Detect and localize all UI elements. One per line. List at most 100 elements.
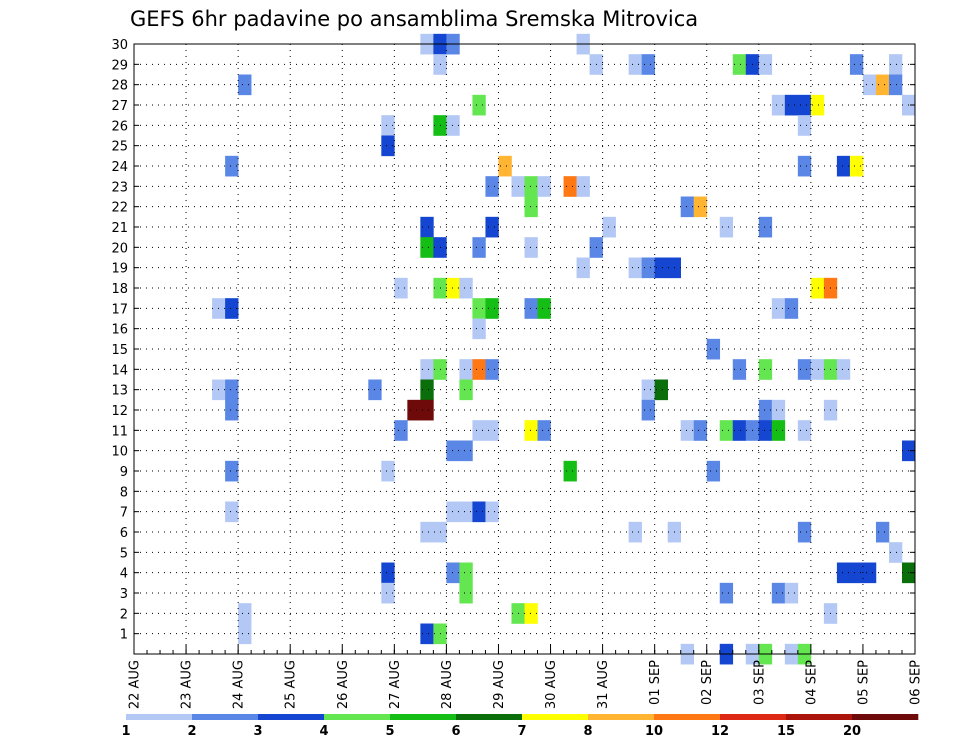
legend-swatch [258, 714, 325, 720]
heatmap-cell [524, 196, 538, 218]
heatmap-cell [485, 176, 499, 197]
heatmap-cell [758, 359, 773, 380]
heatmap-cell [420, 623, 434, 645]
y-tick-label: 13 [111, 384, 128, 399]
heatmap-cell [680, 420, 695, 441]
grid-layer [134, 43, 915, 654]
heatmap-cell [459, 359, 473, 380]
legend-label: 2 [187, 724, 196, 739]
legend-swatch [588, 714, 655, 720]
heatmap-cell [849, 54, 864, 75]
legend-swatch [720, 714, 787, 720]
y-axis: 1234567891011121314151617181920212223242… [111, 38, 915, 643]
y-tick-label: 20 [111, 241, 128, 256]
heatmap-cell [784, 298, 799, 319]
heatmap-cell [472, 501, 486, 523]
heatmap-cell [238, 603, 252, 624]
y-tick-label: 21 [111, 221, 128, 236]
heatmap-cell [446, 115, 460, 136]
heatmap-cell [771, 399, 786, 421]
y-tick-label: 30 [111, 38, 128, 53]
heatmap-cell [641, 379, 655, 401]
heatmap-cell [459, 582, 473, 604]
x-tick-label: 05 SEP [856, 660, 871, 705]
heatmap-cell [680, 196, 695, 218]
heatmap-cell [472, 359, 486, 380]
x-tick-label: 24 AUG [232, 660, 247, 709]
legend-label: 8 [583, 724, 592, 739]
heatmap-cell [225, 399, 239, 421]
y-tick-label: 25 [111, 140, 128, 155]
legend-label: 15 [777, 724, 795, 739]
y-tick-label: 19 [111, 262, 128, 277]
heatmap-cell [576, 176, 590, 197]
heatmap-cell [485, 298, 499, 319]
heatmap-cell [784, 94, 799, 116]
legend-swatch [390, 714, 457, 720]
heatmap-cell [628, 521, 642, 543]
legend-label: 1 [121, 724, 130, 739]
y-tick-label: 2 [120, 607, 128, 622]
legend-swatch [192, 714, 259, 720]
heatmap-cell [719, 582, 734, 604]
legend-swatch [786, 714, 853, 720]
heatmap-cell [784, 582, 799, 604]
x-axis: 22 AUG 23 AUG 24 AUG 25 AUG 26 AUG 27 AUG 28 A… [128, 645, 924, 709]
heatmap-cell [537, 176, 551, 197]
heatmap-cell [836, 155, 851, 177]
x-tick-label: 30 AUG [544, 660, 559, 709]
y-tick-label: 4 [120, 567, 128, 582]
heatmap-cell [485, 501, 499, 523]
heatmap-cell [732, 420, 747, 441]
heatmap-cell [225, 155, 239, 177]
heatmap-cell [641, 257, 655, 279]
legend: 1 2 3 4 5 6 7 8 10 12 15 20 [121, 714, 919, 739]
heatmap-cell [446, 440, 460, 462]
heatmap-cell [797, 521, 812, 543]
heatmap-cell [524, 603, 538, 624]
y-tick-label: 5 [120, 546, 128, 561]
heatmap-cell [797, 115, 812, 136]
heatmap-cell [225, 379, 239, 401]
legend-label: 10 [645, 724, 663, 739]
x-tick-label: 01 SEP [648, 660, 663, 705]
heatmap-cell [771, 582, 786, 604]
y-tick-label: 8 [120, 485, 128, 500]
heatmap-cell [810, 359, 825, 380]
heatmap-cell [719, 216, 734, 238]
legend-label: 20 [843, 724, 861, 739]
y-tick-label: 6 [120, 526, 128, 541]
heatmap-cell [888, 542, 903, 563]
heatmap-cell [225, 501, 239, 523]
x-tick-label: 06 SEP [909, 660, 924, 705]
legend-swatch [126, 714, 193, 720]
heatmap-cell [836, 359, 851, 380]
heatmap-cell [706, 338, 721, 360]
heatmap-cell [771, 298, 786, 319]
heatmap-cell [225, 460, 239, 482]
heatmap-cell [485, 216, 499, 238]
heatmap-cell [472, 318, 486, 340]
heatmap-cell [602, 216, 616, 238]
heatmap-cell [758, 216, 773, 238]
heatmap-cell [498, 155, 512, 177]
x-tick-label: 02 SEP [700, 660, 715, 705]
cells-layer [212, 33, 916, 665]
heatmap-cell [862, 74, 877, 96]
y-tick-label: 24 [111, 160, 128, 175]
heatmap-cell [771, 420, 786, 441]
y-tick-label: 26 [111, 119, 128, 134]
legend-swatch [324, 714, 391, 720]
heatmap-cell [394, 420, 408, 441]
y-tick-label: 22 [111, 201, 128, 216]
y-tick-label: 17 [111, 302, 128, 317]
heatmap-cell [524, 237, 538, 258]
heatmap-cell [797, 155, 812, 177]
heatmap-cell [485, 420, 499, 441]
y-tick-label: 12 [111, 404, 128, 419]
y-tick-label: 27 [111, 99, 128, 114]
heatmap-cell [693, 420, 708, 441]
y-tick-label: 16 [111, 323, 128, 338]
heatmap-cell [862, 562, 877, 584]
heatmap-cell [381, 115, 395, 136]
